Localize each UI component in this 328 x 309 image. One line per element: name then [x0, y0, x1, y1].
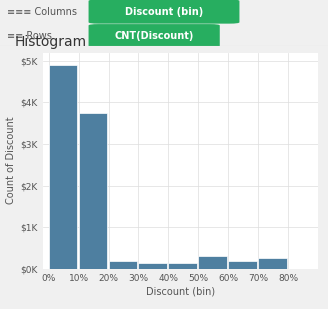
FancyBboxPatch shape [89, 24, 220, 48]
Text: ≡≡≡ Columns: ≡≡≡ Columns [7, 6, 76, 17]
Text: ≡≡ Rows: ≡≡ Rows [7, 31, 51, 41]
Bar [109, 260, 137, 269]
Bar [258, 258, 287, 269]
FancyBboxPatch shape [89, 0, 239, 24]
Text: CNT(Discount): CNT(Discount) [114, 31, 194, 41]
X-axis label: Discount (bin): Discount (bin) [146, 287, 215, 297]
Bar [228, 260, 257, 269]
Bar [168, 263, 197, 269]
Bar [138, 263, 167, 269]
Bar [49, 65, 77, 269]
Bar [198, 256, 227, 269]
Bar [79, 113, 107, 269]
Text: Histogram: Histogram [15, 35, 87, 49]
Text: Discount (bin): Discount (bin) [125, 6, 203, 17]
Y-axis label: Count of Discount: Count of Discount [6, 117, 16, 205]
